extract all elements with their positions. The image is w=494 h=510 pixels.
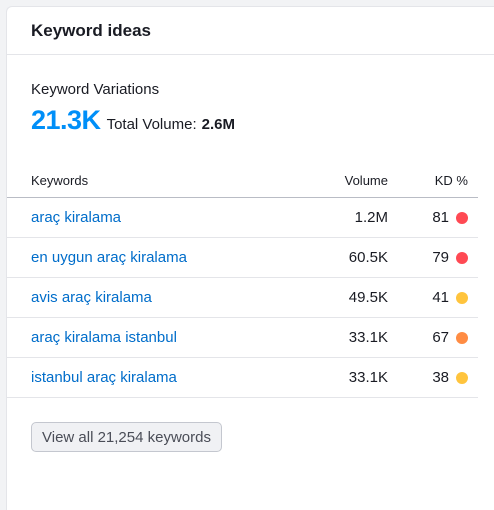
keyword-cell: araç kiralama xyxy=(7,197,298,238)
card-title: Keyword ideas xyxy=(31,20,151,40)
kd-cell: 38 xyxy=(388,357,478,398)
kd-value: 38 xyxy=(432,369,449,386)
keyword-link[interactable]: araç kiralama istanbul xyxy=(31,329,177,346)
table-row: araç kiralama istanbul 33.1K 67 xyxy=(7,317,478,358)
kd-difficulty-dot xyxy=(456,291,468,304)
keyword-link[interactable]: istanbul araç kiralama xyxy=(31,369,177,386)
kd-value: 67 xyxy=(432,329,449,346)
variations-count[interactable]: 21.3K xyxy=(31,105,101,135)
keyword-summary: Keyword Variations 21.3K Total Volume: 2… xyxy=(7,55,494,136)
kd-value: 81 xyxy=(432,209,449,226)
column-header-volume: Volume xyxy=(298,164,388,198)
keyword-link[interactable]: avis araç kiralama xyxy=(31,289,152,306)
table-row: avis araç kiralama 49.5K 41 xyxy=(7,277,478,318)
table-row: en uygun araç kiralama 60.5K 79 xyxy=(7,237,478,278)
kd-difficulty-dot xyxy=(456,211,468,224)
total-volume-value: 2.6M xyxy=(201,116,235,133)
card-header: Keyword ideas xyxy=(7,7,494,55)
kd-difficulty-dot xyxy=(456,331,468,344)
keyword-cell: istanbul araç kiralama xyxy=(7,357,298,398)
volume-cell: 33.1K xyxy=(298,357,388,398)
total-volume-label: Total Volume: xyxy=(106,116,197,133)
column-header-kd: KD % xyxy=(388,164,478,198)
keyword-link[interactable]: en uygun araç kiralama xyxy=(31,249,187,266)
kd-cell: 79 xyxy=(388,237,478,278)
kd-difficulty-dot xyxy=(456,251,468,264)
view-all-keywords-button[interactable]: View all 21,254 keywords xyxy=(31,422,222,452)
kd-cell: 67 xyxy=(388,317,478,358)
kd-value: 79 xyxy=(432,249,449,266)
table-row: istanbul araç kiralama 33.1K 38 xyxy=(7,357,478,398)
volume-cell: 60.5K xyxy=(298,237,388,278)
keyword-ideas-card: Keyword ideas Keyword Variations 21.3K T… xyxy=(6,6,494,510)
kd-cell: 41 xyxy=(388,277,478,318)
table-header-row: Keywords Volume KD % xyxy=(7,164,478,198)
kd-cell: 81 xyxy=(388,197,478,238)
keyword-cell: avis araç kiralama xyxy=(7,277,298,318)
volume-line: 21.3K Total Volume: 2.6M xyxy=(31,105,494,136)
volume-cell: 1.2M xyxy=(298,197,388,238)
variations-label: Keyword Variations xyxy=(31,81,160,98)
keyword-cell: araç kiralama istanbul xyxy=(7,317,298,358)
keyword-link[interactable]: araç kiralama xyxy=(31,209,122,226)
keyword-cell: en uygun araç kiralama xyxy=(7,237,298,278)
volume-cell: 49.5K xyxy=(298,277,388,318)
kd-value: 41 xyxy=(432,289,449,306)
volume-cell: 33.1K xyxy=(298,317,388,358)
column-header-keywords: Keywords xyxy=(7,164,298,198)
keywords-table: Keywords Volume KD % araç kiralama 1.2M … xyxy=(7,164,478,398)
kd-difficulty-dot xyxy=(456,371,468,384)
table-row: araç kiralama 1.2M 81 xyxy=(7,197,478,238)
